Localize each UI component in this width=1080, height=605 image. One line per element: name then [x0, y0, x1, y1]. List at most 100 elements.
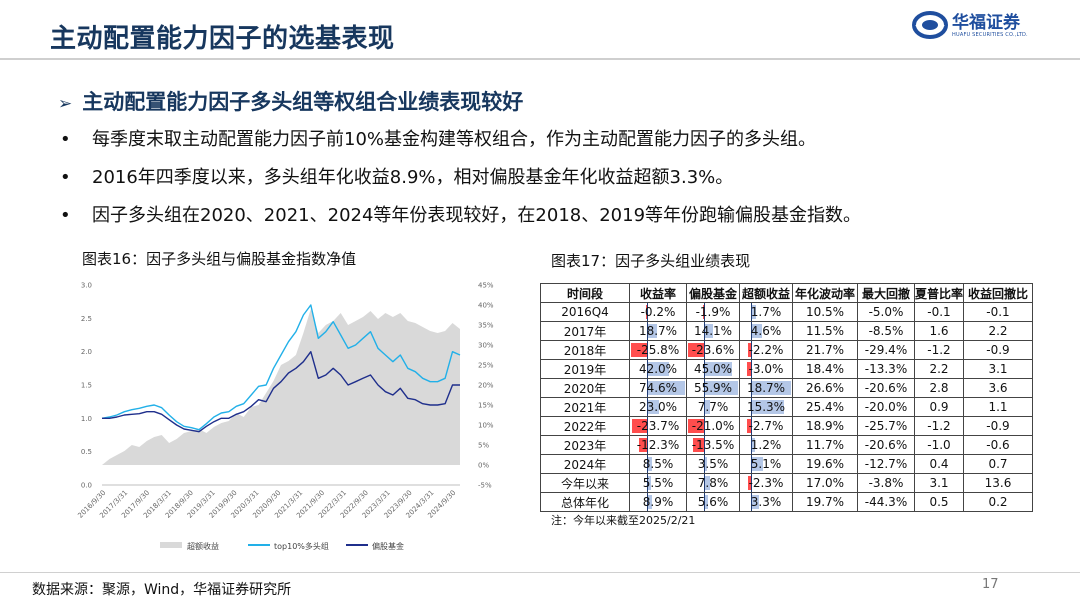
table-cell: -3.8%	[857, 473, 915, 493]
data-bar	[645, 305, 647, 319]
data-bar	[631, 343, 647, 357]
table-cell: 55.9%	[686, 378, 740, 398]
data-bar	[747, 343, 752, 357]
data-bar	[688, 419, 705, 433]
right-axis-tick: 20%	[478, 382, 494, 390]
legend-label: top10%多头组	[274, 541, 329, 551]
bullet-item: • 每季度末取主动配置能力因子前10%基金构建等权组合，作为主动配置能力因子的多…	[58, 122, 1058, 160]
arrow-bullet-icon: ➢	[58, 94, 73, 114]
logo-subtitle: HUAFU SECURITIES CO.,LTD.	[952, 32, 1028, 38]
bullet-item: • 因子多头组在2020、2021、2024等年份表现较好，在2018、2019…	[58, 198, 1058, 236]
bullet-text: 2016年四季度以来，多头组年化收益8.9%，相对偏股基金年化收益超额3.3%。	[92, 167, 734, 188]
table-cell: 18.9%	[792, 416, 858, 436]
cell-value: 74.6%	[638, 381, 678, 395]
table-cell: -2.3%	[739, 473, 793, 493]
table-cell: 17.0%	[792, 473, 858, 493]
cell-value: -2.3%	[748, 476, 784, 490]
data-bar	[639, 438, 647, 452]
table-cell: 7.7%	[686, 397, 740, 417]
figure17-title: 图表17：因子多头组业绩表现	[551, 252, 751, 270]
table-cell: -13.3%	[857, 359, 915, 379]
headline-text: 主动配置能力因子多头组等权组合业绩表现较好	[82, 90, 524, 114]
table-cell: 2022年	[540, 416, 630, 436]
bar-axis	[751, 341, 753, 359]
left-axis-tick: 0.0	[81, 482, 92, 490]
table-cell: 1.6	[914, 321, 964, 341]
performance-table: 时间段 收益率 偏股基金 超额收益 年化波动率 最大回撤 夏普比率 收益回撤比 2016Q4-…	[540, 283, 1033, 512]
table-cell: 1.1	[963, 397, 1033, 417]
table-cell: -0.1	[963, 302, 1033, 322]
data-bar	[688, 343, 705, 357]
bar-axis	[646, 417, 648, 435]
table-cell: 26.6%	[792, 378, 858, 398]
cell-value: -2.7%	[748, 419, 784, 433]
bar-axis	[646, 493, 648, 511]
bar-axis	[751, 455, 753, 473]
table-cell: 42.0%	[629, 359, 687, 379]
cell-value: 23.0%	[638, 400, 678, 414]
cell-value: 5.5%	[642, 476, 674, 490]
table-cell: 11.7%	[792, 435, 858, 455]
right-axis-tick: 5%	[478, 442, 489, 450]
table-cell: -25.7%	[857, 416, 915, 436]
table-cell: 0.2	[963, 492, 1033, 512]
table-cell: -0.6	[963, 435, 1033, 455]
fund-index-series-line	[102, 351, 460, 433]
page-number: 17	[982, 577, 999, 592]
top10-series-line	[101, 304, 461, 431]
cell-value: 1.2%	[750, 438, 782, 452]
bar-axis	[751, 417, 753, 435]
bar-axis	[704, 455, 706, 473]
table-row: 2019年 42.0% 45.0% -3.0% 18.4% -13.3% 2.2 3.1	[540, 359, 1033, 379]
table-cell: -0.1	[914, 302, 964, 322]
nav-chart: 3.0 2.5 2.0 1.5 1.0 0.5 0.0 45% 40% 35% 30% 25% 20% 1…	[76, 282, 494, 552]
table-header-cell: 超额收益	[739, 283, 793, 303]
table-header-cell: 年化波动率	[792, 283, 858, 303]
cell-value: 3.3%	[750, 495, 782, 509]
bar-axis	[704, 379, 706, 397]
table-header-cell: 时间段	[540, 283, 630, 303]
right-axis-tick: 45%	[478, 282, 494, 290]
cell-value: -2.2%	[748, 343, 784, 357]
bar-axis	[751, 493, 753, 511]
table-header-cell: 最大回撤	[857, 283, 915, 303]
bar-axis	[646, 303, 648, 321]
table-cell: 4.6%	[739, 321, 793, 341]
table-cell: -2.2%	[739, 340, 793, 360]
table-cell: -3.0%	[739, 359, 793, 379]
table-cell: -12.7%	[857, 454, 915, 474]
bar-axis	[646, 398, 648, 416]
figure16-title: 图表16：因子多头组与偏股基金指数净值	[82, 250, 357, 268]
cell-value: 7.7%	[697, 400, 729, 414]
table-header-cell: 收益率	[629, 283, 687, 303]
table-cell: -1.2	[914, 340, 964, 360]
table-cell: 3.5%	[686, 454, 740, 474]
table-row: 2016Q4 -0.2% -1.9% 1.7% 10.5% -5.0% -0.1 -0.1	[540, 302, 1033, 322]
table-cell: -44.3%	[857, 492, 915, 512]
left-axis-tick: 1.0	[81, 415, 92, 423]
bullet-item: • 2016年四季度以来，多头组年化收益8.9%，相对偏股基金年化收益超额3.3…	[58, 160, 1058, 198]
left-axis-tick: 1.5	[81, 382, 92, 390]
cell-value: 55.9%	[693, 381, 733, 395]
bullet-dot-icon: •	[60, 129, 71, 150]
table-cell: -23.7%	[629, 416, 687, 436]
table-cell: -20.6%	[857, 435, 915, 455]
table-cell: 19.7%	[792, 492, 858, 512]
table-cell: -1.9%	[686, 302, 740, 322]
table-cell: 1.2%	[739, 435, 793, 455]
company-logo: 华福证券 HUAFU SECURITIES CO.,LTD.	[912, 8, 1042, 42]
table-cell: 18.7%	[629, 321, 687, 341]
table-cell: 2017年	[540, 321, 630, 341]
bar-axis	[704, 417, 706, 435]
bar-axis	[751, 436, 753, 454]
cell-value: 42.0%	[638, 362, 678, 376]
table-cell: -29.4%	[857, 340, 915, 360]
bar-axis	[704, 322, 706, 340]
bar-axis	[646, 360, 648, 378]
bar-axis	[751, 379, 753, 397]
cell-value: 18.7%	[638, 324, 678, 338]
bar-axis	[751, 474, 753, 492]
cell-value: 4.6%	[750, 324, 782, 338]
table-cell: 74.6%	[629, 378, 687, 398]
cell-value: -23.6%	[691, 343, 735, 357]
